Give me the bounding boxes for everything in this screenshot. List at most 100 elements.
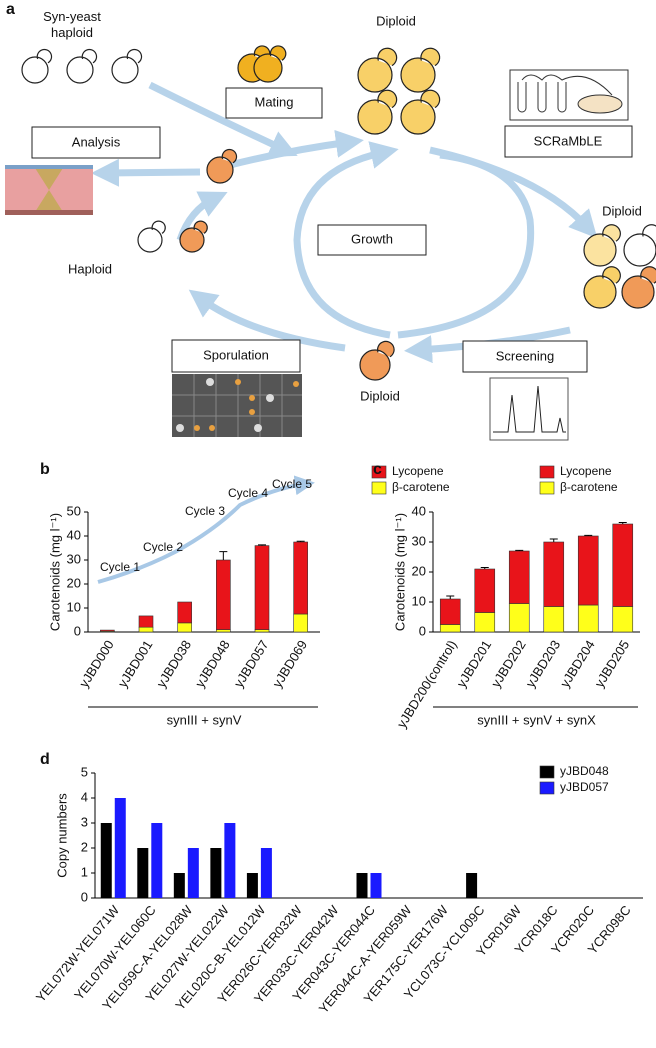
bar-segment [474,568,496,613]
bar-segment [439,598,461,625]
error-bar [258,544,266,546]
arrow [188,289,346,352]
bar [356,873,368,898]
y-tick-label: 1 [81,864,88,879]
bar [210,848,222,898]
error-bar [296,540,305,542]
y-tick-label: 40 [67,527,81,542]
node-label: Growth [351,231,393,246]
bar [224,823,236,898]
x-tick-label: yJBD001 [115,637,156,690]
bar-segment [508,550,530,604]
y-axis-label: Carotenoids (mg l⁻¹) [47,513,62,631]
panel-label: d [40,751,50,768]
y-tick-label: 30 [412,533,426,548]
box [462,340,588,373]
yeast-cell [137,220,166,253]
yeast-cell [623,224,656,267]
arrow [148,81,298,157]
bar-segment [138,626,154,633]
box [317,224,427,256]
yeast-cell [111,48,143,84]
panel-label: a [6,1,15,18]
y-tick-label: 0 [419,623,426,638]
annotation: Cycle 3 [185,504,225,518]
y-tick-label: 10 [412,593,426,608]
arrow [97,475,315,584]
error-bar [584,534,593,536]
bar [100,823,112,898]
legend-label: Lycopene [392,464,444,478]
y-tick-label: 2 [81,839,88,854]
bar-segment [439,624,461,633]
x-axis-label: synIII + synV [167,712,242,727]
legend-swatch [539,481,555,495]
x-tick-label: yJBD057 [231,637,272,690]
node-label: Mating [254,94,293,109]
y-tick-label: 20 [412,563,426,578]
bar-segment [177,601,192,624]
tubes-image [509,69,629,121]
legend-label: β-carotene [392,480,450,494]
cells [21,45,656,381]
box [504,125,633,158]
x-tick-label: yJBD200(control) [394,637,460,730]
x-tick-label: yJBD000 [76,637,117,690]
annotation: Cycle 1 [100,560,140,574]
y-tick-label: 50 [67,503,81,518]
annotation: Cycle 4 [228,486,268,500]
legend-label: yJBD057 [560,780,609,794]
bar-segment [138,615,154,628]
x-tick-label: yJBD048 [192,637,233,690]
analysis-image [5,165,93,215]
bar-segment [474,612,496,633]
bar [187,848,199,898]
error-bar [219,551,228,560]
bar-segment [612,523,634,607]
bar-segment [216,559,231,630]
node-label: Haploid [68,261,112,276]
legend-swatch [371,481,387,495]
y-axis-label: Copy numbers [54,793,69,878]
cycle-arrows [97,475,315,584]
legend-swatch [539,765,555,779]
bar [370,873,382,898]
node-label: Screening [496,348,555,363]
node-label: Diploid [602,203,642,218]
bar-segment [543,541,565,607]
bar-segment [577,604,599,633]
yeast-cell [179,220,208,253]
y-tick-label: 20 [67,575,81,590]
bar [114,798,126,898]
node-label: Diploid [376,13,416,28]
yeast-cell [583,266,621,309]
y-axis-label: Carotenoids (mg l⁻¹) [392,513,407,631]
bar-segment [293,541,308,615]
node-label: Syn-yeast haploid [43,9,101,40]
y-tick-label: 0 [74,623,81,638]
node-label: Analysis [72,134,121,149]
yeast-cell [400,89,441,135]
panel-label: b [40,461,50,478]
legend-label: Lycopene [560,464,612,478]
y-tick-label: 40 [412,503,426,518]
node-label: Diploid [360,388,400,403]
yeast-cell [359,340,395,381]
bar-segment [612,606,634,633]
legend-swatch [371,465,387,479]
bar-segment [254,629,270,633]
yeast-cell [206,148,238,184]
yeast-cell [583,224,621,267]
x-tick-label: yJBD038 [153,637,194,690]
node-label: SCRaMbLE [534,133,603,148]
y-tick-label: 3 [81,814,88,829]
y-tick-label: 5 [81,764,88,779]
bar-segment [177,622,192,633]
arrow [293,141,399,339]
yeast-cell [66,48,98,84]
annotation: Cycle 2 [143,540,183,554]
error-bar [515,549,524,551]
panel-label: c [373,461,382,478]
bar-segment [543,606,565,633]
